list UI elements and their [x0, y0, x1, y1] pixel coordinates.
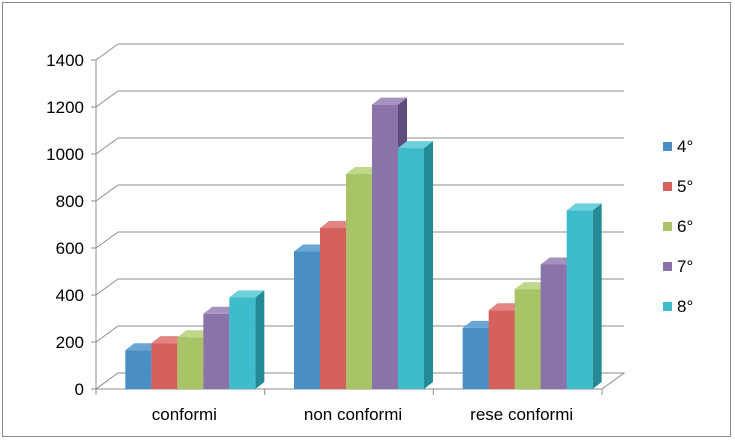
bar-front — [566, 210, 593, 389]
legend-swatch — [663, 142, 672, 151]
bar-front — [346, 173, 372, 389]
gridline-connector — [95, 325, 119, 343]
bar-front — [372, 104, 398, 390]
gridline-connector — [95, 231, 119, 249]
bar-front — [294, 251, 320, 389]
bar-side — [255, 290, 265, 389]
bar-front — [125, 350, 152, 389]
y-tick-label: 1400 — [46, 51, 84, 70]
bar-front — [540, 264, 567, 389]
bar — [566, 203, 602, 389]
y-tick-label: 400 — [56, 286, 84, 305]
gridline-connector — [95, 137, 119, 155]
bar-front — [514, 289, 541, 389]
legend-label: 7° — [677, 257, 693, 276]
bar — [398, 141, 433, 389]
bar-side — [424, 141, 433, 389]
bar-front — [151, 343, 178, 389]
legend: 4° 5° 6° 7° 8° — [663, 137, 693, 316]
x-category-label: conformi — [152, 405, 217, 424]
axes — [91, 59, 626, 395]
y-tick-label: 1000 — [46, 145, 84, 164]
bar-front — [320, 228, 346, 389]
bar-top — [372, 97, 407, 105]
y-tick-label: 800 — [56, 192, 84, 211]
x-axis-categories: conformi non conformi rese conformi — [152, 405, 573, 424]
bar-front — [177, 337, 204, 389]
y-tick-label: 200 — [56, 333, 84, 352]
gridline-connector — [95, 90, 119, 108]
bar-top — [398, 141, 433, 149]
x-category-label: non conformi — [304, 405, 402, 424]
gridline-connector — [95, 184, 119, 202]
bar-top — [229, 290, 265, 298]
legend-swatch — [663, 182, 672, 191]
x-category-label: rese conformi — [470, 405, 573, 424]
legend-label: 4° — [677, 137, 693, 156]
bar-side — [592, 203, 602, 389]
bar-top — [566, 203, 602, 211]
gridline-connector — [95, 278, 119, 296]
legend-swatch — [663, 302, 672, 311]
gridline-connector — [95, 43, 119, 61]
bar-front — [203, 313, 230, 389]
legend-label: 5° — [677, 177, 693, 196]
y-tick-label: 1200 — [46, 98, 84, 117]
legend-swatch — [663, 222, 672, 231]
y-tick-label: 600 — [56, 239, 84, 258]
bar-front — [398, 148, 424, 389]
legend-label: 8° — [677, 297, 693, 316]
bar-front — [488, 310, 515, 389]
y-axis-ticks: 0 200 400 600 800 1000 1200 1400 — [46, 51, 84, 399]
bar-front — [229, 297, 256, 389]
bars — [125, 97, 602, 390]
bar-front — [462, 327, 489, 389]
legend-swatch — [663, 262, 672, 271]
y-tick-label: 0 — [75, 380, 84, 399]
legend-label: 6° — [677, 217, 693, 236]
bar — [229, 290, 265, 389]
